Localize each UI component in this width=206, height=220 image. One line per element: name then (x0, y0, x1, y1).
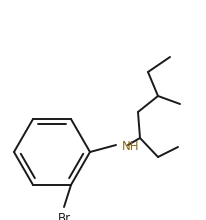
Text: NH: NH (122, 139, 139, 152)
Text: Br: Br (57, 212, 71, 220)
